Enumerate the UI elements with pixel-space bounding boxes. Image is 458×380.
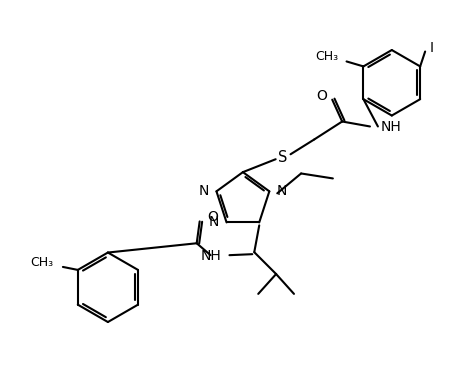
Text: CH₃: CH₃ bbox=[30, 256, 53, 269]
Text: N: N bbox=[198, 184, 208, 198]
Text: S: S bbox=[278, 150, 287, 165]
Text: N: N bbox=[276, 184, 287, 198]
Text: O: O bbox=[207, 211, 218, 225]
Text: NH: NH bbox=[201, 249, 222, 263]
Text: O: O bbox=[316, 89, 327, 103]
Text: I: I bbox=[430, 41, 434, 55]
Text: NH: NH bbox=[381, 120, 402, 135]
Text: N: N bbox=[208, 215, 218, 230]
Text: CH₃: CH₃ bbox=[316, 50, 338, 63]
